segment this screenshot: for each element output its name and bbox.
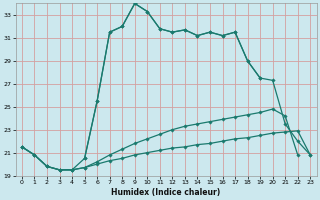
X-axis label: Humidex (Indice chaleur): Humidex (Indice chaleur) <box>111 188 221 197</box>
